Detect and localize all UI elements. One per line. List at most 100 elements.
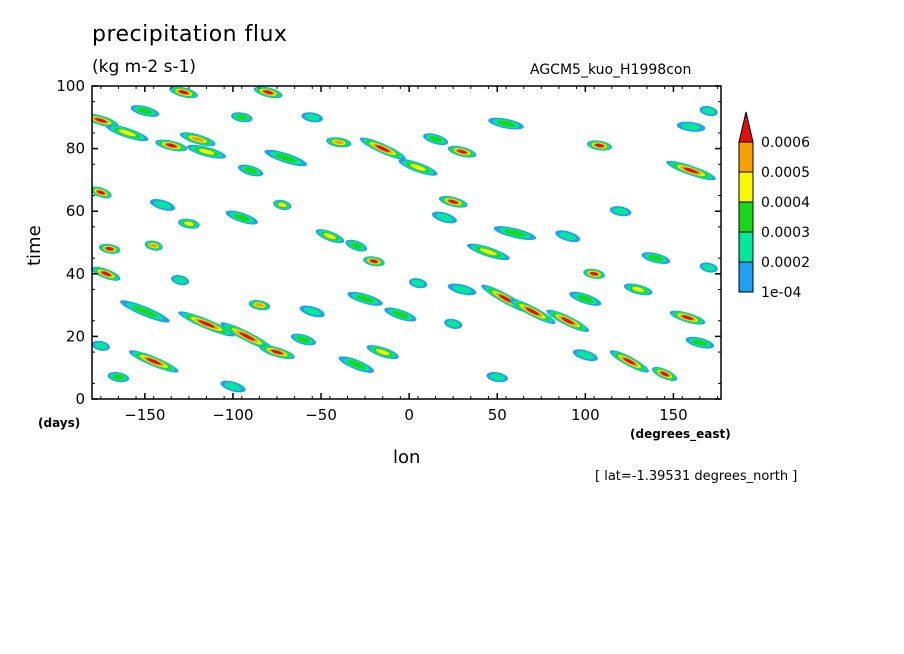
precip-contour <box>132 305 157 317</box>
precip-contour <box>275 153 297 163</box>
precip-cell <box>363 256 385 267</box>
precip-cell <box>144 240 163 251</box>
colorbar-swatch <box>738 201 754 233</box>
precip-contour <box>631 286 645 292</box>
precip-contour <box>183 221 194 226</box>
precip-cell <box>179 132 216 147</box>
precip-cell <box>586 140 612 151</box>
precip-cell <box>128 350 179 373</box>
precip-cell <box>92 186 112 199</box>
precip-contour <box>178 90 189 95</box>
colorbar: 1e-04 0.0002 0.0003 0.0004 0.0005 0.0006 <box>738 111 810 301</box>
precip-contour <box>105 247 114 251</box>
precip-contour <box>660 371 670 377</box>
y-tick-label: 80 <box>66 140 85 158</box>
y-axis-unit: (days) <box>38 416 81 430</box>
x-tick-label: 150 <box>659 406 688 424</box>
precip-contour <box>692 339 708 346</box>
y-tick-label: 40 <box>66 265 85 283</box>
precip-cell <box>609 350 649 373</box>
precip-cell <box>290 333 316 346</box>
precip-contour <box>681 315 694 320</box>
precip-contour <box>496 120 516 127</box>
precip-cell <box>315 229 345 244</box>
precip-cell <box>186 144 227 159</box>
precip-contour <box>303 307 321 316</box>
precip-contour <box>350 242 363 249</box>
x-tick-label: 100 <box>571 406 600 424</box>
precip-cell <box>408 278 428 289</box>
precip-contour <box>191 136 205 142</box>
precip-cell <box>149 198 176 211</box>
precip-cell <box>359 137 406 160</box>
precip-cell <box>609 206 632 217</box>
precip-contour <box>271 349 283 355</box>
precip-cell <box>178 311 235 337</box>
precip-cell <box>423 133 449 146</box>
precip-cell <box>366 345 399 360</box>
precip-contour <box>198 320 215 328</box>
precip-cell <box>155 139 188 152</box>
precip-cell <box>326 137 352 148</box>
colorbar-label: 0.0006 <box>761 135 810 151</box>
colorbar-swatch <box>738 231 754 263</box>
precip-contour <box>112 374 125 380</box>
precip-contour <box>589 272 599 276</box>
precip-contour <box>375 145 390 153</box>
precip-contour <box>702 107 715 115</box>
precip-cell <box>384 307 417 322</box>
precip-cell <box>676 121 706 132</box>
precip-cell <box>120 300 170 323</box>
precip-cell <box>641 252 671 264</box>
precip-contour <box>375 349 390 356</box>
precip-cell <box>546 309 589 332</box>
precip-contour <box>489 373 505 381</box>
precip-cell <box>130 105 160 117</box>
precip-cell <box>569 291 602 306</box>
y-tick-label: 0 <box>75 390 85 408</box>
y-tick-label: 20 <box>66 327 85 345</box>
precip-cell <box>178 218 200 229</box>
precip-cell <box>447 283 477 296</box>
precip-contour <box>333 140 344 145</box>
precip-contour <box>613 207 629 215</box>
precip-contour <box>239 332 255 341</box>
precip-contour <box>96 190 105 195</box>
x-tick-label: −100 <box>212 406 253 424</box>
precip-cell <box>669 310 706 325</box>
precip-contour <box>356 295 375 303</box>
precip-contour <box>233 213 250 222</box>
precip-cell <box>685 336 715 349</box>
precip-cell <box>699 262 718 273</box>
colorbar-label: 1e-04 <box>761 285 801 301</box>
precip-cell <box>486 372 508 383</box>
precip-cell <box>347 291 383 306</box>
x-axis-label: lon <box>393 447 421 468</box>
precip-cell <box>171 275 190 286</box>
precip-cell <box>431 211 457 224</box>
precip-contour <box>173 276 187 284</box>
precip-cell <box>509 298 556 325</box>
precip-cell <box>301 112 323 123</box>
x-tick-label: −150 <box>124 406 165 424</box>
precip-cell <box>98 243 121 254</box>
precip-contour <box>323 233 337 240</box>
precip-contour <box>446 320 460 328</box>
precip-cell <box>220 322 274 351</box>
precip-contour <box>95 118 107 123</box>
chart-title: precipitation flux <box>92 22 288 47</box>
precip-cell <box>105 124 149 142</box>
precip-contour <box>648 255 664 262</box>
precip-cell <box>225 210 258 225</box>
colorbar-swatch <box>738 171 754 203</box>
precip-contour <box>681 123 701 131</box>
precip-contour <box>146 358 162 365</box>
precip-contour <box>525 307 540 316</box>
precip-contour <box>263 90 274 95</box>
precip-contour <box>498 294 514 304</box>
plot-frame <box>91 85 722 400</box>
precip-contour <box>149 243 158 248</box>
precip-contour <box>277 202 287 208</box>
precip-cell <box>92 340 110 351</box>
